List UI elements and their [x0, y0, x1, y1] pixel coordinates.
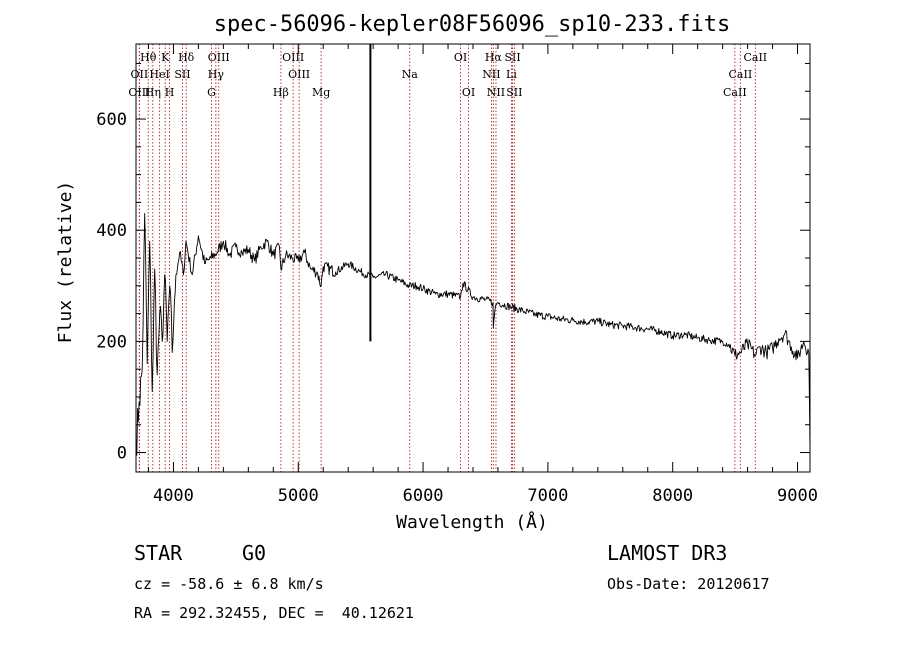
- line-marker-label-3: OIII: [208, 51, 230, 64]
- x-axis-label: Wavelength (Å): [396, 511, 548, 533]
- x-tick-label-7000: 7000: [527, 486, 568, 506]
- line-marker-label-19: Hη: [145, 86, 161, 99]
- line-marker-label-1: K: [161, 51, 170, 64]
- survey-name: LAMOST DR3: [607, 541, 728, 565]
- x-tick-label-9000: 9000: [777, 486, 818, 506]
- y-tick-label-0: 0: [117, 444, 127, 464]
- line-marker-label-14: Na: [402, 68, 419, 81]
- line-marker-label-16: Li: [506, 68, 517, 81]
- line-marker-label-2: Hδ: [178, 51, 195, 64]
- line-marker-label-10: HeI: [149, 68, 169, 81]
- line-marker-label-9: OII: [131, 68, 149, 81]
- line-marker-label-23: Mg: [312, 86, 330, 99]
- line-marker-label-15: NII: [482, 68, 500, 81]
- line-marker-label-27: CaII: [723, 86, 747, 99]
- line-marker-label-4: OIII: [282, 51, 304, 64]
- line-marker-label-13: OIII: [288, 68, 310, 81]
- plot-frame: [135, 43, 811, 473]
- y-tick-label-600: 600: [96, 110, 127, 130]
- observation-date: Obs-Date: 20120617: [607, 575, 770, 593]
- line-marker-label-0: Hθ: [140, 51, 157, 64]
- x-tick-label-4000: 4000: [153, 486, 194, 506]
- line-marker-label-18: OIII: [128, 86, 150, 99]
- line-marker-label-22: Hβ: [273, 86, 289, 99]
- y-tick-label-200: 200: [96, 332, 127, 352]
- y-axis-label: Flux (relative): [55, 181, 76, 344]
- line-marker-label-12: Hγ: [208, 68, 225, 81]
- sky-coordinates: RA = 292.32455, DEC = 40.12621: [134, 604, 414, 622]
- spectrum-chart: spec-56096-kepler08F56096_sp10-233.fits …: [55, 12, 818, 533]
- line-marker-label-24: OI: [462, 86, 475, 99]
- y-tick-label-400: 400: [96, 221, 127, 241]
- chart-axes: 4000 5000 6000 7000 8000 9000 0 200 400 600: [96, 43, 818, 506]
- spectrum-line: [135, 213, 811, 456]
- spectrum-series: [135, 44, 811, 456]
- line-marker-label-21: G: [207, 86, 216, 99]
- line-marker-label-26: SII: [506, 86, 522, 99]
- x-tick-label-8000: 8000: [652, 486, 693, 506]
- line-marker-label-25: NII: [487, 86, 505, 99]
- line-marker-label-6: Hα: [485, 51, 503, 64]
- redshift-velocity: cz = -58.6 ± 6.8 km/s: [134, 575, 324, 593]
- line-marker-label-7: SII: [504, 51, 520, 64]
- x-tick-label-6000: 6000: [403, 486, 444, 506]
- object-subclass: G0: [242, 541, 267, 565]
- object-class: STAR: [134, 541, 183, 565]
- line-marker-label-17: CaII: [729, 68, 753, 81]
- x-tick-label-5000: 5000: [278, 486, 319, 506]
- line-marker-label-20: H: [165, 86, 175, 99]
- line-marker-label-5: OI: [454, 51, 467, 64]
- line-marker-label-11: SII: [174, 68, 190, 81]
- chart-title: spec-56096-kepler08F56096_sp10-233.fits: [214, 12, 731, 37]
- line-marker-label-8: CaII: [743, 51, 767, 64]
